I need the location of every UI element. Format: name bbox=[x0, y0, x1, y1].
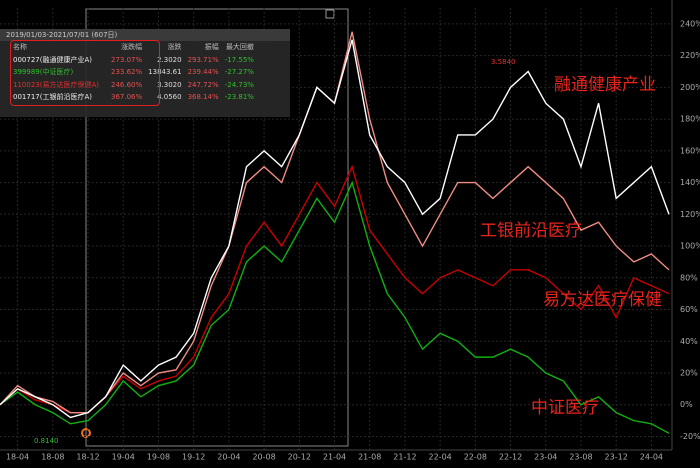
table-cell: 2.3020 bbox=[157, 55, 182, 64]
x-tick-label: 19-04 bbox=[112, 453, 135, 462]
x-tick-label: 18-04 bbox=[6, 453, 29, 462]
table-cell: 247.72% bbox=[187, 80, 219, 89]
y-tick-label: 220% bbox=[680, 51, 700, 60]
x-tick-label: 19-08 bbox=[147, 453, 170, 462]
header-cell: 涨跌幅 bbox=[121, 43, 143, 52]
box-icon bbox=[325, 9, 335, 19]
header-cell: 振幅 bbox=[204, 43, 219, 52]
y-tick-label: 0% bbox=[680, 400, 693, 409]
y-tick-label: 140% bbox=[680, 178, 700, 187]
x-tick-label: 24-04 bbox=[640, 453, 663, 462]
table-cell: 4.0560 bbox=[157, 93, 182, 102]
table-cell: 110023(易方达医疗保健A) bbox=[13, 80, 99, 89]
x-tick-label: 20-08 bbox=[252, 453, 275, 462]
selection-box bbox=[85, 8, 349, 447]
table-cell: 3.3020 bbox=[157, 80, 182, 89]
y-tick-label: 20% bbox=[680, 369, 698, 378]
table-cell: 239.44% bbox=[187, 68, 219, 77]
header-cell: 名称 bbox=[13, 43, 27, 52]
panel-title: 2019/01/03-2021/07/01 (607日) bbox=[0, 29, 290, 41]
x-tick-label: 22-04 bbox=[429, 453, 452, 462]
x-tick-label: 18-08 bbox=[41, 453, 64, 462]
table-row: 001717(工银前沿医疗A) 367.06% 4.0560 368.14% -23.8… bbox=[10, 91, 257, 104]
table-cell: 273.07% bbox=[111, 55, 143, 64]
table-cell: -23.81% bbox=[224, 93, 254, 102]
table-cell: -27.27% bbox=[224, 68, 254, 77]
y-tick-label: 40% bbox=[680, 337, 698, 346]
y-tick-label: 160% bbox=[680, 146, 700, 155]
table-cell: 001717(工银前沿医疗A) bbox=[13, 93, 92, 102]
table-cell: 000727(融通健康产业A) bbox=[13, 55, 92, 64]
stats-table: 名称 涨跌幅 涨跌 振幅 最大回撤 000727(融通健康产业A) 273.07% 2.302… bbox=[10, 41, 257, 104]
y-tick-label: 120% bbox=[680, 210, 700, 219]
x-tick-label: 20-04 bbox=[217, 453, 240, 462]
table-cell: 13843.61 bbox=[148, 68, 182, 77]
table-row: 110023(易方达医疗保健A) 246.60% 3.3020 247.72% -24.… bbox=[10, 79, 257, 92]
x-tick-label: 22-08 bbox=[464, 453, 487, 462]
x-tick-label: 19-12 bbox=[182, 453, 205, 462]
table-cell: 399989(中证医疗) bbox=[13, 68, 74, 77]
y-tick-label: 180% bbox=[680, 115, 700, 124]
x-tick-label: 18-12 bbox=[76, 453, 99, 462]
series-label: 融通健康产业 bbox=[554, 75, 656, 95]
annotation: 0.8140 bbox=[34, 437, 59, 445]
y-tick-label: 60% bbox=[680, 305, 698, 314]
series-line bbox=[0, 39, 670, 419]
series-label: 易方达医疗保健 bbox=[543, 290, 662, 310]
table-cell: 293.71% bbox=[187, 55, 219, 64]
table-cell: 246.60% bbox=[111, 80, 143, 89]
x-tick-label: 23-04 bbox=[534, 453, 557, 462]
y-tick-label: 100% bbox=[680, 242, 700, 251]
series-label: 工银前沿医疗 bbox=[480, 221, 582, 241]
table-cell: -24.73% bbox=[224, 80, 254, 89]
x-tick-label: 21-04 bbox=[323, 453, 346, 462]
x-tick-label: 21-08 bbox=[358, 453, 381, 462]
table-row: 399989(中证医疗) 233.62% 13843.61 239.44% -27.27… bbox=[10, 66, 257, 79]
x-tick-label: 22-12 bbox=[499, 453, 522, 462]
y-tick-label: -20% bbox=[680, 432, 700, 441]
x-tick-label: 20-12 bbox=[288, 453, 311, 462]
stats-panel: 2019/01/03-2021/07/01 (607日) 名称 涨跌幅 涨跌 振幅 最大… bbox=[0, 29, 290, 117]
header-cell: 最大回撤 bbox=[225, 43, 254, 52]
table-cell: 367.06% bbox=[111, 93, 143, 102]
table-cell: -17.55% bbox=[224, 55, 254, 64]
x-tick-label: 23-08 bbox=[569, 453, 592, 462]
table-cell: 233.62% bbox=[111, 68, 143, 77]
y-tick-label: 80% bbox=[680, 273, 698, 282]
y-tick-label: 200% bbox=[680, 83, 700, 92]
x-tick-label: 21-12 bbox=[393, 453, 416, 462]
x-tick-label: 23-12 bbox=[605, 453, 628, 462]
table-row: 000727(融通健康产业A) 273.07% 2.3020 293.71% -17.5… bbox=[10, 54, 257, 67]
annotation: 3.5840 bbox=[491, 58, 516, 66]
start-marker bbox=[81, 428, 91, 438]
header-cell: 涨跌 bbox=[167, 43, 182, 52]
series-label: 中证医疗 bbox=[531, 398, 599, 418]
highlight-box bbox=[10, 40, 160, 106]
y-tick-label: 240% bbox=[680, 19, 700, 28]
series-line bbox=[0, 180, 670, 434]
table-cell: 368.14% bbox=[187, 93, 219, 102]
header-row: 名称 涨跌幅 涨跌 振幅 最大回撤 bbox=[10, 41, 257, 54]
